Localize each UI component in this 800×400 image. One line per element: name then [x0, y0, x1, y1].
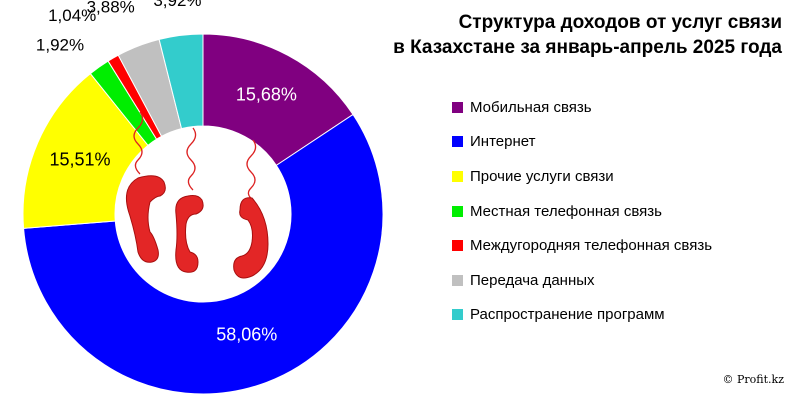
- slice-label-3: 15,51%: [49, 150, 110, 170]
- chart-legend: Мобильная связь Интернет Прочие услуги свя…: [452, 90, 792, 332]
- legend-swatch: [452, 240, 463, 252]
- telephone-handsets-icon: [125, 111, 269, 279]
- slice-label-4: 1,92%: [36, 35, 84, 54]
- legend-swatch: [452, 170, 463, 182]
- legend-item-4: Местная телефонная связь: [452, 194, 792, 229]
- slice-label-1: 15,68%: [236, 85, 297, 105]
- legend-label: Прочие услуги связи: [470, 167, 614, 185]
- slice-label-7: 3,92%: [153, 0, 201, 10]
- legend-item-2: Интернет: [452, 125, 792, 160]
- legend-label: Передача данных: [470, 271, 595, 289]
- donut-slice-2: [23, 113, 384, 395]
- legend-label: Распространение программ: [470, 306, 665, 324]
- legend-item-6: Передача данных: [452, 263, 792, 298]
- legend-item-3: Прочие услуги связи: [452, 159, 792, 194]
- credit-text: © Profit.kz: [722, 373, 785, 386]
- legend-swatch: [452, 205, 463, 217]
- legend-label: Междугородняя телефонная связь: [470, 237, 713, 255]
- chart-title-line-2: в Казахстане за январь-апрель 2025 года: [393, 37, 782, 58]
- legend-swatch: [452, 309, 463, 321]
- legend-label: Интернет: [470, 133, 536, 151]
- chart-title: Структура доходов от услуг связи в Казах…: [362, 10, 782, 60]
- legend-swatch: [452, 101, 463, 113]
- legend-swatch: [452, 274, 463, 286]
- donut-slice-3: [22, 72, 149, 229]
- donut-slice-7: [158, 33, 204, 130]
- slice-label-5: 1,04%: [48, 6, 96, 25]
- legend-swatch: [452, 136, 463, 148]
- legend-item-5: Междугородняя телефонная связь: [452, 228, 792, 263]
- legend-item-7: Распространение программ: [452, 298, 792, 333]
- chart-title-line-1: Структура доходов от услуг связи: [458, 12, 782, 33]
- slice-label-6: 3,88%: [87, 0, 135, 17]
- slice-label-2: 58,06%: [216, 324, 277, 344]
- legend-label: Местная телефонная связь: [470, 202, 662, 220]
- legend-label: Мобильная связь: [470, 98, 592, 116]
- legend-item-1: Мобильная связь: [452, 90, 792, 125]
